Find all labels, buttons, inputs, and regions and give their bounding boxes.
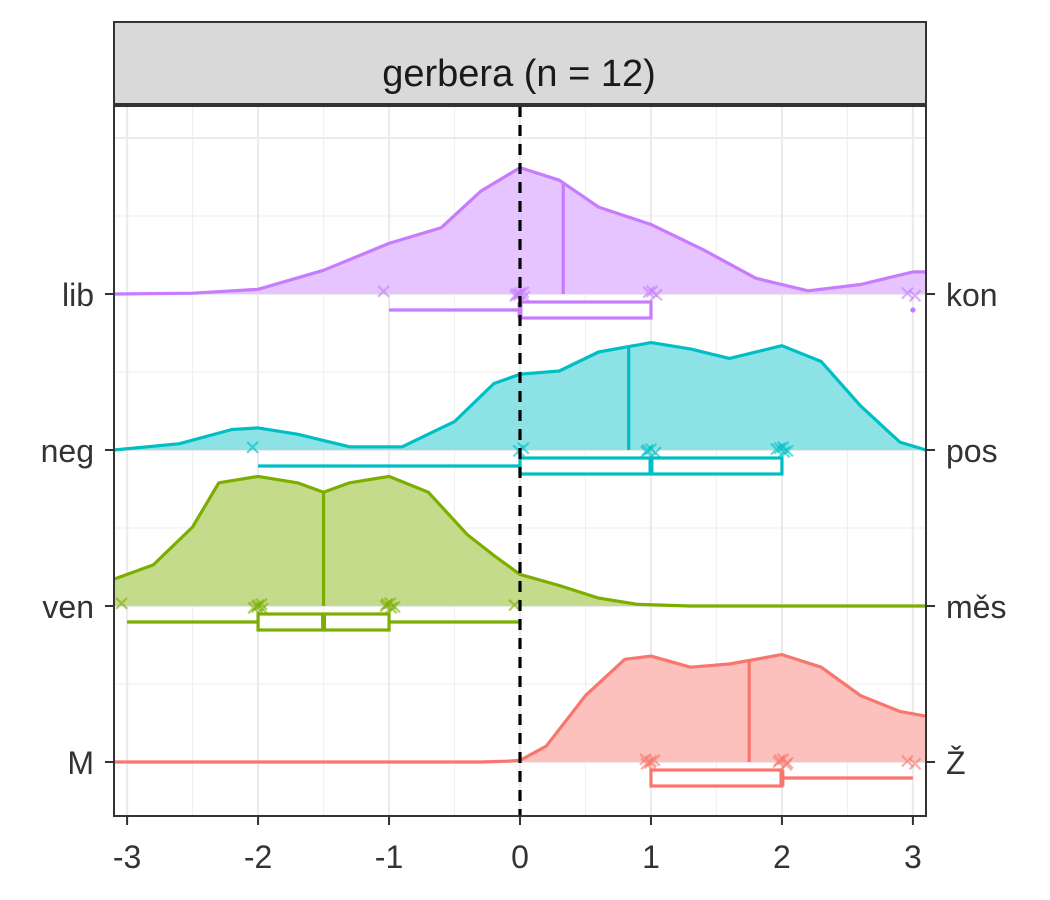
y-tick-label-left: lib bbox=[62, 277, 94, 313]
density-area bbox=[114, 476, 926, 606]
x-tick-label: 2 bbox=[773, 839, 791, 875]
density-line bbox=[113, 341, 927, 452]
data-point bbox=[255, 597, 268, 611]
y-tick-label-right: pos bbox=[946, 433, 998, 469]
data-point bbox=[777, 445, 791, 459]
data-point bbox=[770, 442, 783, 456]
y-tick-label-right: kon bbox=[946, 277, 998, 313]
data-point bbox=[377, 285, 390, 298]
data-point bbox=[641, 443, 654, 457]
y-tick-label-left: neg bbox=[41, 433, 94, 469]
facet-strip-box bbox=[113, 21, 927, 105]
box-iqr bbox=[649, 768, 784, 788]
x-tick-label: 3 bbox=[904, 839, 922, 875]
y-axis-left: lib neg ven M bbox=[41, 277, 114, 781]
data-point bbox=[644, 754, 658, 768]
data-point bbox=[901, 754, 914, 768]
outlier-point bbox=[910, 307, 916, 313]
box-iqr bbox=[518, 300, 653, 320]
density-line bbox=[113, 166, 926, 296]
data-point bbox=[256, 602, 269, 615]
data-point bbox=[650, 288, 663, 302]
data-point bbox=[388, 600, 401, 614]
data-point bbox=[647, 753, 661, 767]
row-ven-měs bbox=[113, 474, 926, 632]
data-point bbox=[384, 601, 398, 615]
facet-title: gerbera (n = 12) bbox=[382, 53, 656, 95]
data-point bbox=[642, 285, 656, 299]
data-point bbox=[649, 446, 662, 459]
data-point bbox=[508, 598, 521, 612]
data-point bbox=[115, 597, 128, 610]
x-tick-label: -2 bbox=[244, 839, 272, 875]
x-tick-label: 0 bbox=[511, 839, 529, 875]
data-point bbox=[246, 441, 259, 454]
density-area bbox=[114, 654, 926, 762]
row-M-Ž bbox=[114, 653, 927, 788]
x-tick-label: -1 bbox=[375, 839, 403, 875]
data-point bbox=[773, 753, 787, 767]
data-point bbox=[901, 286, 914, 300]
facet-strip: gerbera (n = 12) bbox=[113, 21, 927, 105]
y-tick-label-left: ven bbox=[42, 589, 94, 625]
data-point bbox=[908, 757, 922, 771]
data-point bbox=[781, 444, 794, 458]
data-point bbox=[781, 756, 794, 770]
y-tick-label-left: M bbox=[67, 745, 94, 781]
density-line bbox=[113, 474, 926, 608]
y-axis-right: kon pos měs Ž bbox=[926, 277, 1006, 781]
y-tick-label-right: měs bbox=[946, 589, 1006, 625]
density-line bbox=[114, 653, 927, 764]
x-tick-label: -3 bbox=[113, 839, 141, 875]
data-point bbox=[908, 289, 922, 303]
y-tick-label-right: Ž bbox=[946, 745, 966, 781]
x-axis: -3 -2 -1 0 1 2 3 bbox=[113, 816, 922, 875]
x-tick-label: 1 bbox=[642, 839, 660, 875]
